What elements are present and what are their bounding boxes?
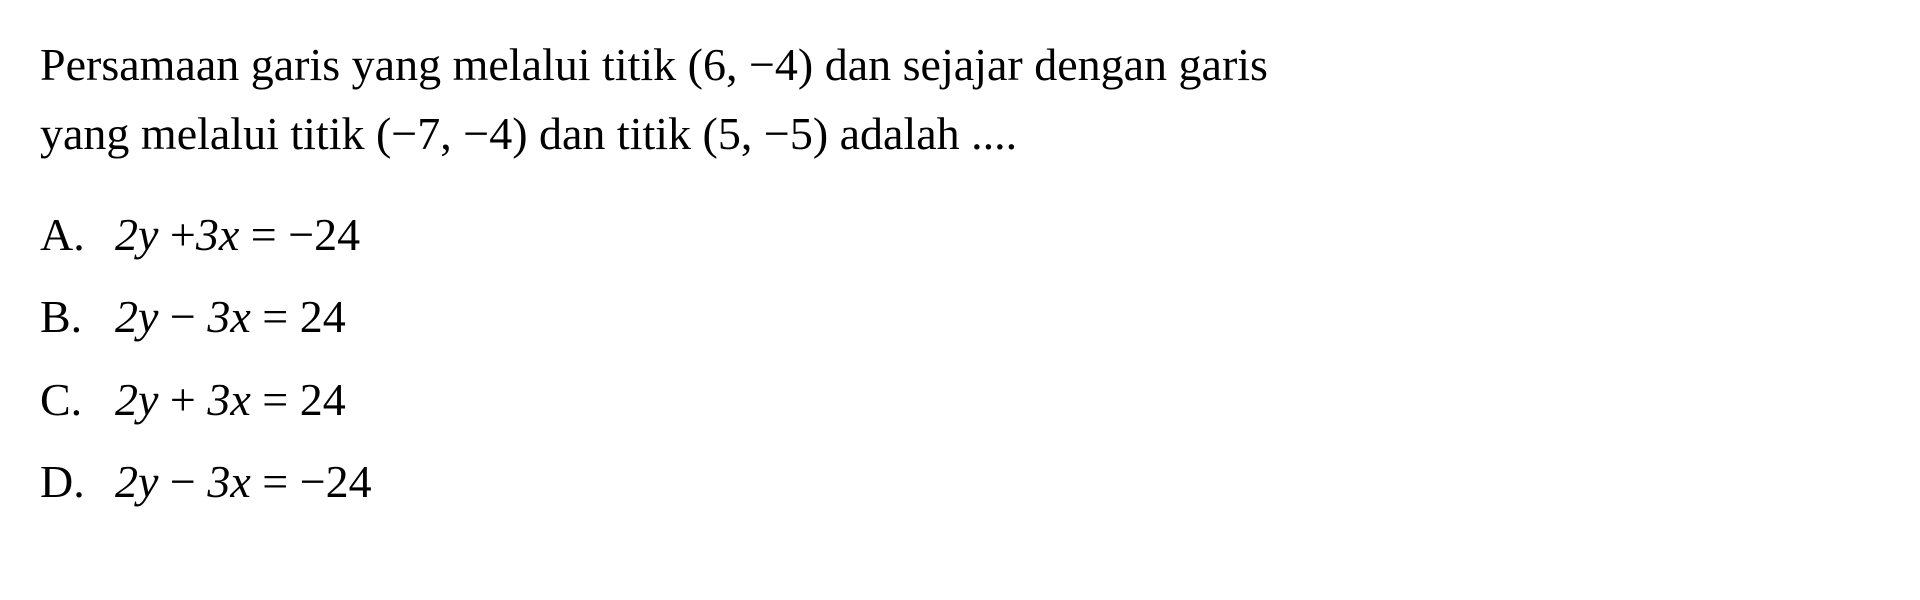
option-b-eq: = 24 [251, 291, 346, 342]
option-a: A. 2y +3x = −24 [40, 203, 1880, 267]
option-d-equation: 2y − 3x = −24 [115, 450, 372, 514]
option-a-equation: 2y +3x = −24 [115, 203, 360, 267]
option-a-var1: 2y [115, 209, 158, 260]
option-d-op1: − [158, 456, 207, 507]
option-b-var1: 2y [115, 291, 158, 342]
question-line-2: yang melalui titik (−7, −4) dan titik (5… [40, 108, 1017, 159]
option-c-var2: 3x [207, 374, 250, 425]
option-b-equation: 2y − 3x = 24 [115, 285, 346, 349]
option-b-op1: − [158, 291, 207, 342]
option-a-letter: A. [40, 203, 115, 267]
option-c-eq: = 24 [251, 374, 346, 425]
option-b-letter: B. [40, 285, 115, 349]
question-text: Persamaan garis yang melalui titik (6, −… [40, 30, 1880, 168]
option-c-letter: C. [40, 368, 115, 432]
option-a-eq: = −24 [239, 209, 360, 260]
option-c-op1: + [158, 374, 207, 425]
option-b-var2: 3x [207, 291, 250, 342]
option-c-equation: 2y + 3x = 24 [115, 368, 346, 432]
option-d-var1: 2y [115, 456, 158, 507]
option-a-op1: + [158, 209, 195, 260]
option-d: D. 2y − 3x = −24 [40, 450, 1880, 514]
option-c-var1: 2y [115, 374, 158, 425]
options-list: A. 2y +3x = −24 B. 2y − 3x = 24 C. 2y + … [40, 203, 1880, 515]
question-line-1: Persamaan garis yang melalui titik (6, −… [40, 39, 1268, 90]
option-a-var2: 3x [196, 209, 239, 260]
option-b: B. 2y − 3x = 24 [40, 285, 1880, 349]
option-d-letter: D. [40, 450, 115, 514]
option-d-var2: 3x [207, 456, 250, 507]
option-c: C. 2y + 3x = 24 [40, 368, 1880, 432]
option-d-eq: = −24 [251, 456, 372, 507]
